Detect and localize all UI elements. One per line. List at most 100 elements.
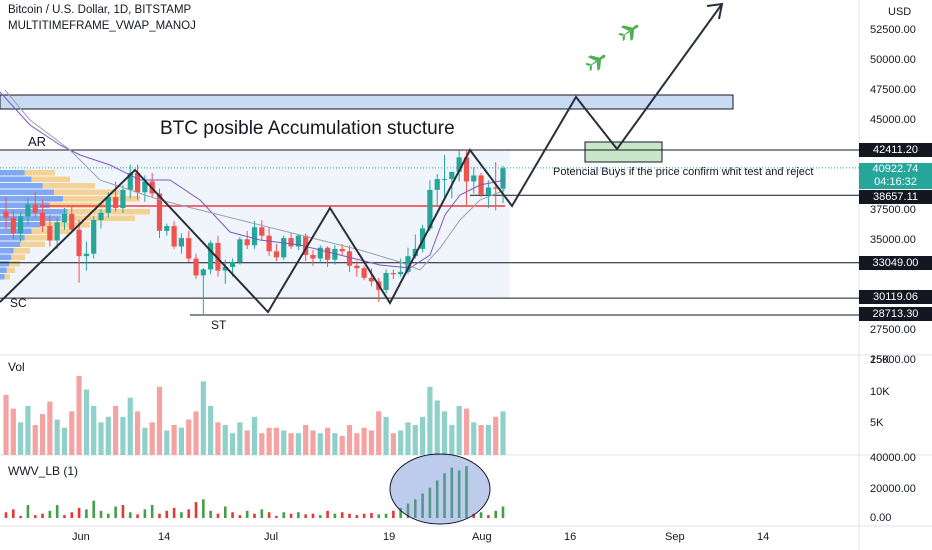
candle-body[interactable] bbox=[361, 268, 367, 278]
volume-bar bbox=[98, 422, 104, 455]
indicator-title[interactable]: MULTITIMEFRAME_VWAP_MANOJ bbox=[8, 20, 196, 32]
candle-body[interactable] bbox=[208, 242, 214, 270]
buy-zone-box[interactable] bbox=[584, 141, 663, 163]
candle-body[interactable] bbox=[310, 254, 316, 259]
buy-note-annotation[interactable]: Potencial Buys if the price confirm whit… bbox=[553, 166, 814, 178]
candle-body[interactable] bbox=[434, 179, 440, 190]
candle-body[interactable] bbox=[222, 266, 228, 271]
candle-body[interactable] bbox=[91, 219, 97, 254]
candle-body[interactable] bbox=[39, 212, 46, 227]
candle-body[interactable] bbox=[441, 179, 448, 181]
candle-body[interactable] bbox=[32, 204, 38, 213]
candle-body[interactable] bbox=[398, 271, 404, 275]
candle-body[interactable] bbox=[332, 248, 338, 260]
candle-body[interactable] bbox=[244, 239, 250, 246]
candle-body[interactable] bbox=[237, 239, 243, 263]
candle-body[interactable] bbox=[105, 197, 111, 213]
price-axis-label: 35000.00 bbox=[870, 234, 916, 246]
candle-body[interactable] bbox=[500, 168, 506, 189]
ar-label[interactable]: AR bbox=[28, 134, 47, 149]
candle-body[interactable] bbox=[368, 277, 375, 282]
wwv-highlight-ellipse[interactable] bbox=[389, 453, 491, 525]
wwv-bar bbox=[457, 470, 461, 518]
candle-body[interactable] bbox=[266, 235, 272, 252]
candle-body[interactable] bbox=[113, 197, 119, 208]
candle-body[interactable] bbox=[339, 248, 345, 252]
candle-body[interactable] bbox=[25, 204, 31, 217]
candle-body[interactable] bbox=[178, 238, 185, 247]
candle-body[interactable] bbox=[61, 213, 68, 223]
candle-body[interactable] bbox=[295, 235, 301, 247]
candle-body[interactable] bbox=[142, 181, 148, 193]
airplane-icon bbox=[585, 54, 606, 72]
candle-body[interactable] bbox=[215, 242, 221, 271]
volume-pane-title[interactable]: Vol bbox=[8, 360, 25, 374]
candle-body[interactable] bbox=[251, 227, 258, 246]
candle-body[interactable] bbox=[449, 171, 455, 180]
candle-body[interactable] bbox=[259, 227, 265, 236]
candle-body[interactable] bbox=[485, 187, 491, 195]
volume-bar bbox=[83, 389, 89, 455]
volume-bar bbox=[54, 419, 60, 455]
candle-body[interactable] bbox=[324, 247, 331, 260]
price-level-tag[interactable]: 33049.00 bbox=[859, 256, 932, 270]
symbol-title[interactable]: Bitcoin / U.S. Dollar, 1D, BITSTAMP bbox=[8, 4, 192, 16]
candle-body[interactable] bbox=[54, 222, 60, 241]
candle-body[interactable] bbox=[346, 251, 353, 266]
candle-body[interactable] bbox=[83, 253, 89, 257]
candle-body[interactable] bbox=[171, 226, 177, 247]
wwv-bar bbox=[70, 512, 74, 518]
candle-body[interactable] bbox=[273, 251, 280, 258]
candle-body[interactable] bbox=[200, 269, 206, 276]
wwv-bar bbox=[348, 513, 351, 518]
price-level-tag[interactable]: 30119.06 bbox=[859, 290, 932, 304]
time-axis-label: Jun bbox=[72, 531, 90, 543]
candle-body[interactable] bbox=[186, 238, 192, 259]
st-label[interactable]: ST bbox=[211, 318, 227, 332]
candle-body[interactable] bbox=[10, 217, 16, 234]
candle-body[interactable] bbox=[383, 273, 389, 290]
candle-body[interactable] bbox=[405, 256, 411, 272]
candle-body[interactable] bbox=[317, 247, 323, 259]
candle-body[interactable] bbox=[390, 273, 396, 275]
candle-body[interactable] bbox=[134, 173, 141, 193]
price-level-tag[interactable]: 28713.30 bbox=[859, 307, 932, 321]
candle-body[interactable] bbox=[427, 189, 433, 229]
candle-body[interactable] bbox=[3, 211, 9, 218]
projection-path[interactable] bbox=[0, 3, 723, 314]
chart-annotation-title[interactable]: BTC posible Accumulation stucture bbox=[160, 118, 455, 139]
candle-body[interactable] bbox=[471, 175, 477, 182]
volume-bar bbox=[156, 386, 163, 455]
candle-body[interactable] bbox=[98, 212, 104, 220]
candle-body[interactable] bbox=[303, 235, 309, 255]
candle-body[interactable] bbox=[288, 238, 294, 247]
candle-body[interactable] bbox=[76, 229, 82, 257]
candle-body[interactable] bbox=[156, 193, 163, 231]
candle-body[interactable] bbox=[229, 262, 236, 267]
candle-body[interactable] bbox=[463, 157, 470, 182]
current-price-tag[interactable]: 40922.74 bbox=[859, 163, 932, 176]
sc-label[interactable]: SC bbox=[10, 296, 27, 310]
wwv-bar bbox=[158, 513, 161, 518]
candle-body[interactable] bbox=[281, 238, 287, 258]
volume-profile-bar bbox=[24, 235, 55, 241]
price-level-tag[interactable]: 42411.20 bbox=[859, 143, 932, 157]
wwv-pane-title[interactable]: WWV_LB (1) bbox=[8, 464, 79, 478]
resistance-zone[interactable] bbox=[0, 94, 734, 110]
candle-body[interactable] bbox=[127, 173, 133, 190]
candle-body[interactable] bbox=[69, 213, 75, 230]
volume-bar bbox=[303, 425, 309, 455]
candle-body[interactable] bbox=[120, 189, 126, 208]
candle-body[interactable] bbox=[493, 187, 499, 189]
candle-body[interactable] bbox=[193, 258, 199, 276]
volume-profile-bar bbox=[0, 241, 21, 247]
candle-body[interactable] bbox=[456, 157, 462, 172]
candle-body[interactable] bbox=[18, 216, 24, 234]
candle-body[interactable] bbox=[164, 226, 170, 231]
price-level-tag[interactable]: 38657.11 bbox=[859, 190, 932, 204]
wwv-bar bbox=[253, 513, 256, 518]
candle-body[interactable] bbox=[354, 265, 360, 269]
candle-body[interactable] bbox=[47, 226, 53, 241]
